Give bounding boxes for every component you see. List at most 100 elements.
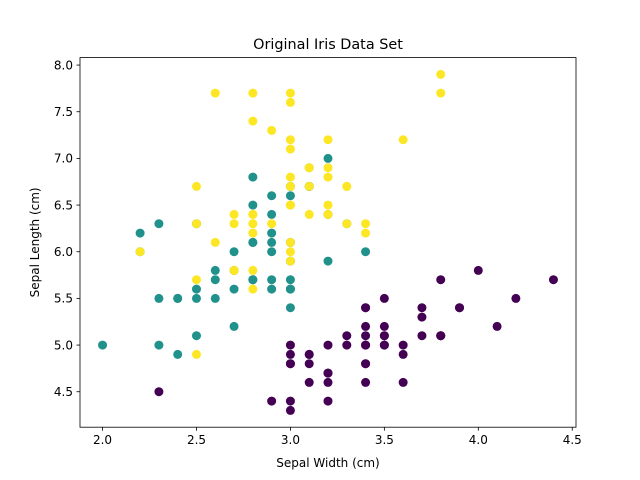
data-point [455,303,465,313]
data-point [285,237,295,247]
data-point [210,237,220,247]
data-point [304,349,314,359]
data-point [154,219,164,229]
data-point [229,284,239,294]
x-tick-label: 3.5 [375,433,394,447]
data-point [361,377,371,387]
data-point [511,293,521,303]
data-point [267,209,277,219]
data-point [323,340,333,350]
data-point [248,237,258,247]
data-point [285,349,295,359]
data-point [417,312,427,322]
y-tick-label: 5.0 [54,338,73,352]
y-axis-label: Sepal Length (cm) [28,187,42,297]
data-point [285,144,295,154]
data-point [248,116,258,126]
data-point [154,293,164,303]
data-point [361,359,371,369]
x-axis-ticks: 2.0 2.5 3.0 3.5 4.0 4.5 [93,427,582,447]
data-point [285,396,295,406]
y-tick-label: 6.5 [54,198,73,212]
data-point [361,321,371,331]
data-point [248,88,258,98]
y-tick-label: 7.5 [54,105,73,119]
data-point [304,377,314,387]
y-tick-label: 6.0 [54,245,73,259]
y-axis-ticks: 4.5 5.0 5.5 6.0 6.5 7.0 7.5 8.0 [54,58,80,399]
data-point [285,256,295,266]
data-point [323,377,333,387]
data-point [98,340,108,350]
data-point [210,265,220,275]
data-point [323,209,333,219]
plot-frame [79,57,577,428]
data-point [285,340,295,350]
data-point [323,163,333,173]
data-point [379,340,389,350]
data-point [248,265,258,275]
data-point [304,359,314,369]
data-point [285,88,295,98]
plot-area [80,57,576,428]
data-point [191,284,201,294]
data-point [267,237,277,247]
data-point [285,181,295,191]
data-point [379,293,389,303]
data-point [436,275,446,285]
data-point [285,200,295,210]
data-point [229,247,239,257]
chart-title: Original Iris Data Set [253,37,403,53]
data-point [417,331,427,341]
data-point [267,275,277,285]
data-point [323,200,333,210]
data-point [154,387,164,397]
data-point [285,275,295,285]
data-point [135,247,145,257]
x-tick-label: 3.0 [281,433,300,447]
data-point [267,125,277,135]
data-point [229,321,239,331]
data-point [173,349,183,359]
data-point [267,396,277,406]
data-point [285,405,295,415]
data-point [229,265,239,275]
data-point [436,88,446,98]
data-point [304,163,314,173]
data-point [473,265,483,275]
data-point [285,303,295,313]
data-point [285,97,295,107]
data-point [361,219,371,229]
data-point [248,228,258,238]
data-point [304,181,314,191]
data-point [548,275,558,285]
data-point [191,331,201,341]
data-point [191,293,201,303]
points-layer [98,69,558,415]
data-point [135,228,145,238]
x-axis-label: Sepal Width (cm) [276,456,379,470]
data-point [342,219,352,229]
data-point [379,321,389,331]
data-point [323,153,333,163]
data-point [191,181,201,191]
data-point [323,172,333,182]
data-point [173,293,183,303]
data-point [267,247,277,257]
data-point [361,331,371,341]
data-point [492,321,502,331]
data-point [285,172,295,182]
data-point [210,88,220,98]
data-point [191,219,201,229]
data-point [248,219,258,229]
data-point [379,331,389,341]
data-point [285,191,295,201]
data-point [398,340,408,350]
data-point [285,247,295,257]
data-point [323,256,333,266]
y-tick-label: 5.5 [54,292,73,306]
data-point [248,284,258,294]
data-point [248,209,258,219]
x-tick-label: 4.0 [469,433,488,447]
